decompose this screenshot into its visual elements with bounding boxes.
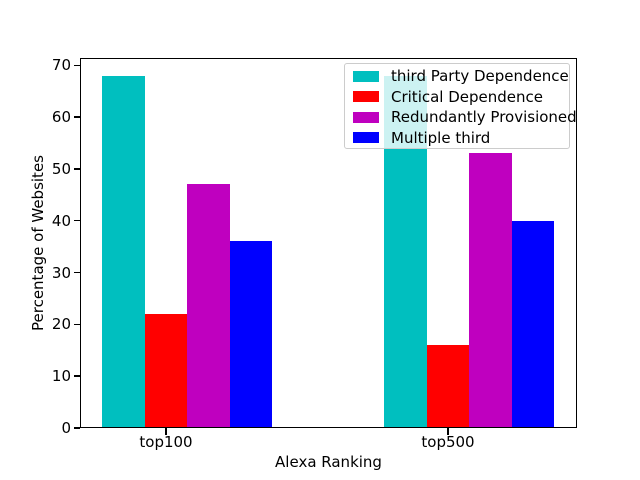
y-tick-mark — [73, 219, 80, 222]
bar-top500-redundantly-provisioned — [469, 153, 512, 428]
x-tick-label-top500: top500 — [421, 433, 475, 451]
y-tick-label: 20 — [51, 315, 71, 334]
y-axis-label: Percentage of Websites — [29, 155, 47, 331]
legend-label: third Party Dependence — [391, 67, 569, 85]
legend-swatch-icon — [353, 70, 379, 82]
x-tick-mark — [447, 428, 449, 435]
bar-top500-critical-dependence — [426, 345, 470, 428]
y-tick-label: 70 — [51, 56, 71, 75]
legend: third Party Dependence Critical Dependenc… — [344, 63, 577, 149]
legend-label: Critical Dependence — [391, 87, 543, 106]
x-tick-mark — [165, 428, 167, 435]
y-tick-label: 50 — [51, 159, 71, 178]
y-tick-label: 0 — [61, 419, 71, 437]
y-tick-mark — [73, 427, 80, 429]
y-tick-mark — [73, 168, 80, 170]
legend-label: Redundantly Provisioned — [391, 108, 577, 126]
bar-top100-multiple-third — [229, 241, 273, 428]
legend-swatch-icon — [353, 132, 379, 144]
bar-top100-critical-dependence — [144, 313, 188, 428]
x-tick-label-top100: top100 — [139, 433, 193, 451]
y-tick-mark — [73, 323, 80, 326]
y-tick-mark — [73, 375, 80, 377]
bar-top500-multiple-third — [511, 220, 555, 428]
x-axis-label: Alexa Ranking — [275, 453, 382, 471]
y-tick-mark — [73, 64, 80, 66]
legend-swatch-icon — [353, 111, 379, 123]
legend-item-critical-dependence: Critical Dependence — [353, 87, 569, 108]
y-tick-label: 40 — [51, 211, 71, 230]
legend-label: Multiple third — [391, 128, 491, 147]
bar-top100-third-party-dependence — [102, 75, 145, 428]
y-tick-label: 60 — [51, 108, 71, 127]
y-tick-label: 10 — [51, 367, 71, 386]
y-tick-mark — [73, 271, 80, 274]
y-tick-mark — [73, 116, 80, 118]
legend-swatch-icon — [353, 91, 379, 103]
legend-item-third-party-dependence: third Party Dependence — [353, 66, 569, 87]
bar-top100-redundantly-provisioned — [187, 184, 230, 428]
legend-item-redundantly-provisioned: Redundantly Provisioned — [353, 107, 577, 128]
y-tick-label: 30 — [51, 263, 71, 282]
legend-item-multiple-third: Multiple third — [353, 128, 569, 149]
